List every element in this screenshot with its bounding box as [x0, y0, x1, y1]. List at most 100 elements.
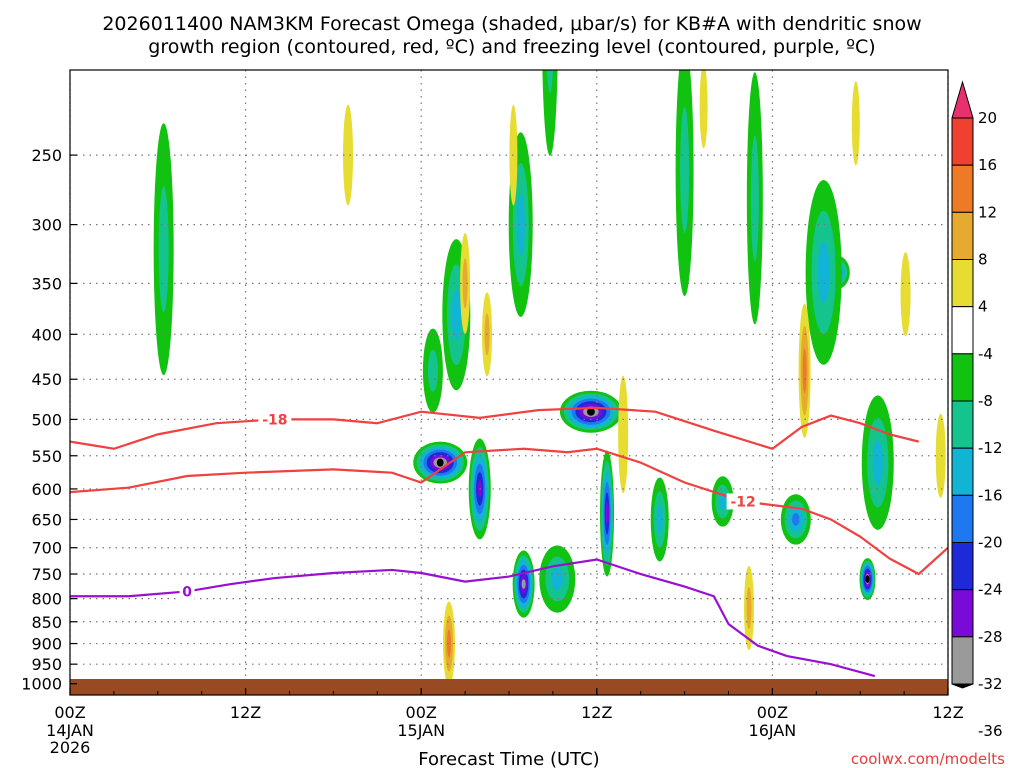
contour-label: -18 [262, 412, 287, 428]
credit-text: coolwx.com/modelts [851, 750, 1005, 768]
colorbar-swatch [951, 353, 974, 402]
colorbar-swatch [951, 306, 974, 355]
y-tick-label: 550 [31, 447, 62, 466]
colorbar-label: 16 [978, 156, 997, 174]
colorbar-bottom-arrow [951, 683, 974, 689]
omega-shade [447, 629, 452, 658]
colorbar-swatch [951, 259, 974, 308]
contour-label-bg [179, 583, 195, 600]
chart-title-line1: 2026011400 NAM3KM Forecast Omega (shaded… [102, 13, 921, 35]
omega-shade [802, 348, 807, 394]
omega-shade [750, 135, 759, 262]
y-tick-label: 500 [31, 410, 62, 429]
omega-shade [935, 413, 946, 498]
x-tick-date: 16JAN [749, 721, 797, 740]
y-tick-label: 950 [31, 655, 62, 674]
colorbar-swatch [951, 636, 974, 685]
contour-line [70, 558, 876, 678]
y-tick-label: 1000 [21, 675, 62, 694]
contour-line [70, 447, 948, 576]
omega-shade [680, 107, 690, 234]
colorbar-top-arrow [951, 80, 974, 119]
colorbar-label: -36 [978, 722, 1003, 740]
y-tick-label: 300 [31, 216, 62, 235]
y-tick-label: 450 [31, 370, 62, 389]
y-tick-label: 900 [31, 635, 62, 654]
omega-shade [817, 241, 830, 304]
x-tick-date: 14JAN [46, 721, 94, 740]
colorbar-label: -20 [978, 534, 1003, 552]
omega-shade [900, 252, 911, 337]
y-tick-label: 750 [31, 565, 62, 584]
y-tick-label: 700 [31, 539, 62, 558]
omega-shade [542, 70, 558, 156]
colorbar-label: -12 [978, 439, 1003, 457]
omega-shade [516, 193, 525, 256]
colorbar-label: 20 [978, 109, 997, 127]
omega-shade [451, 289, 461, 340]
omega-shade [427, 349, 438, 392]
omega-shade [699, 70, 708, 149]
x-tick-label: 00Z [757, 703, 788, 722]
colorbar-swatch [951, 211, 974, 260]
omega-shade [343, 104, 354, 206]
colorbar-label: -28 [978, 628, 1003, 646]
chart-title-line2: growth region (contoured, red, ºC) and f… [148, 36, 875, 58]
omega-shade [436, 458, 444, 467]
colorbar-label: -8 [978, 392, 993, 410]
x-tick-label: 00Z [54, 703, 85, 722]
omega-shade [718, 493, 727, 510]
plot-background [70, 70, 948, 695]
omega-shade [551, 567, 564, 591]
colorbar-label: 8 [978, 251, 988, 269]
colorbar-swatch [951, 400, 974, 449]
colorbar-swatch [951, 117, 974, 166]
y-tick-label: 600 [31, 480, 62, 499]
y-tick-label: 250 [31, 146, 62, 165]
x-tick-date: 2026 [50, 738, 91, 757]
omega-shade [656, 505, 663, 534]
colorbar-label: -16 [978, 486, 1003, 504]
colorbar-label: 4 [978, 298, 988, 316]
colorbar-label: -24 [978, 581, 1003, 599]
omega-shade [618, 375, 629, 494]
x-axis-title: Forecast Time (UTC) [418, 749, 599, 768]
x-tick-label: 12Z [581, 703, 612, 722]
contour-label-bg [258, 411, 292, 428]
colorbar: 20 16 12 8 4 -4 -8 -12 -16 -20 -24 -28 -32 -36 [951, 80, 1003, 740]
contour-label-bg [726, 493, 760, 510]
omega-shade [158, 186, 169, 313]
y-axis: 250 300 350 400 450 500 550 600 650 700 750 800 850 9… [21, 146, 77, 694]
omega-shade [851, 81, 860, 166]
y-tick-label: 800 [31, 590, 62, 609]
omega-shade [546, 70, 554, 93]
omega-shade [872, 440, 884, 486]
x-tick-label: 00Z [406, 703, 437, 722]
colorbar-swatch [951, 447, 974, 496]
y-tick-label: 400 [31, 325, 62, 344]
y-tick-label: 850 [31, 613, 62, 632]
y-tick-label: 350 [31, 274, 62, 293]
omega-shade [521, 579, 526, 589]
colorbar-swatch [951, 542, 974, 591]
omega-shade [746, 587, 752, 630]
colorbar-label: -4 [978, 345, 993, 363]
omega-shade [865, 575, 870, 584]
colorbar-swatch [951, 589, 974, 638]
colorbar-swatch [951, 164, 974, 213]
omega-shade [792, 513, 800, 526]
omega-shade [605, 503, 610, 525]
colorbar-swatch [951, 494, 974, 544]
colorbar-label: -32 [978, 675, 1003, 693]
y-tick-label: 650 [31, 510, 62, 529]
colorbar-label: 12 [978, 203, 997, 221]
x-tick-date: 15JAN [397, 721, 445, 740]
temperature-contours: -18 -12 0 [70, 406, 948, 678]
contour-line [70, 406, 919, 450]
x-tick-label: 12Z [932, 703, 963, 722]
contour-label: -12 [730, 494, 755, 510]
omega-shade [587, 407, 595, 416]
contour-label: 0 [182, 584, 192, 600]
